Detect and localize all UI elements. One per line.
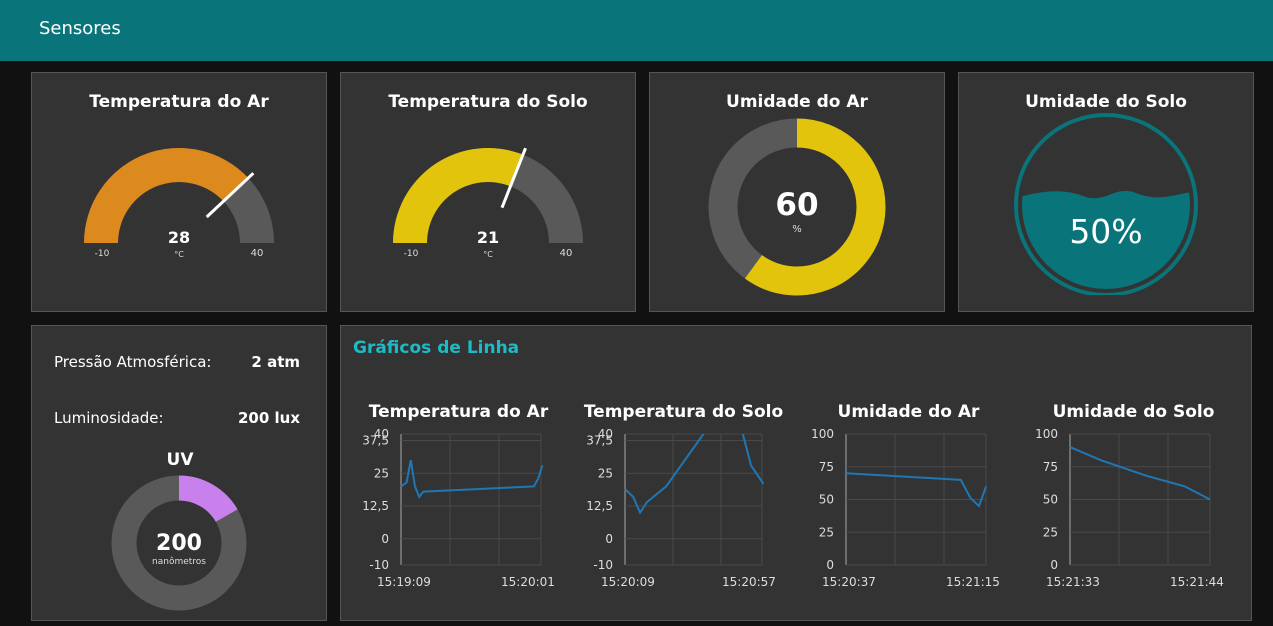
x-tick-label: 15:20:01 [501,575,555,589]
page-title: Sensores [39,18,121,39]
series-line [624,434,765,515]
series-line [1069,446,1211,501]
umidade-solo-card: Umidade do Solo 50% [958,72,1254,312]
y-tick-label: 0 [605,532,613,546]
temperatura-ar-title: Temperatura do Ar [89,92,269,112]
x-tick-label: 15:20:37 [822,575,876,589]
y-tick-label: -10 [369,558,389,572]
y-tick-label: 100 [811,427,834,441]
y-tick-label: 40 [598,427,613,441]
info-card: Pressão Atmosférica: 2 atm Luminosidade:… [31,325,327,621]
group-title: Gráficos de Linha [353,338,520,358]
gauge-value: 28 [168,228,190,247]
umidade-ar-title: Umidade do Ar [726,92,868,112]
y-tick-label: 25 [819,525,834,539]
temperatura-ar-card: Temperatura do Ar 28 °C -10 40 [31,72,327,312]
temperatura-solo-title: Temperatura do Solo [388,92,588,112]
uv-title: UV [166,450,194,470]
x-tick-label: 15:20:57 [722,575,776,589]
donut-value: 60 [775,187,818,223]
uv-value: 200 [156,531,202,556]
uv-unit: nanômetros [152,556,206,567]
uv-donut: 200 nanômetros [111,475,247,611]
x-tick-label: 15:19:09 [377,575,431,589]
y-tick-label: 25 [374,466,389,480]
gauge-min-label: -10 [95,249,110,259]
luminosidade-label: Luminosidade: [54,409,164,427]
y-tick-label: -10 [593,558,613,572]
series-line [845,472,987,508]
tank-value: 50% [1069,212,1142,251]
y-tick-label: 0 [826,558,834,572]
gauge-value: 21 [477,228,499,247]
y-tick-label: 0 [1050,558,1058,572]
donut-fill [708,118,886,296]
x-tick-label: 15:20:09 [601,575,655,589]
donut-unit: % [792,224,802,235]
y-tick-label: 25 [598,466,613,480]
tank-water [1022,191,1190,289]
gauge-unit: °C [174,250,184,259]
y-tick-label: 37,5 [586,434,613,448]
umidade-ar-donut: 60 % [708,118,886,296]
y-tick-label: 25 [1043,525,1058,539]
chart-title-umidade-solo: Umidade do Solo [1052,402,1215,422]
chart-title-temperatura-solo: Temperatura do Solo [583,402,784,422]
y-tick-label: 75 [819,460,834,474]
gauge-min-label: -10 [404,249,419,259]
temperatura-solo-gauge: 21 °C -10 40 [393,147,583,259]
line-charts-group: Gráficos de Linha Temperatura do Ar Temp… [340,325,1252,621]
y-tick-label: 37,5 [362,434,389,448]
y-tick-label: 50 [1043,493,1058,507]
pressao-value: 2 atm [251,353,300,371]
gauge-fill [393,147,523,243]
pressao-label: Pressão Atmosférica: [54,353,212,371]
temperatura-solo-card: Temperatura do Solo 21 °C -10 40 [340,72,636,312]
temperatura-ar-gauge: 28 °C -10 40 [84,147,274,259]
y-tick-label: 75 [1043,460,1058,474]
y-tick-label: 0 [381,532,389,546]
x-tick-label: 15:21:44 [1170,575,1224,589]
gauge-max-label: 40 [560,248,573,259]
series-line [400,460,544,499]
x-tick-label: 15:21:33 [1046,575,1100,589]
app-header: Sensores [0,0,1273,61]
y-tick-label: 40 [374,427,389,441]
y-tick-label: 100 [1035,427,1058,441]
y-tick-label: 50 [819,493,834,507]
gauge-unit: °C [483,250,493,259]
chart-title-temperatura-ar: Temperatura do Ar [368,402,549,422]
umidade-solo-title: Umidade do Solo [1025,92,1187,112]
gauge-needle [205,172,255,219]
umidade-solo-tank: 50% [959,113,1253,311]
luminosidade-value: 200 lux [237,409,300,427]
umidade-ar-card: Umidade do Ar 60 % [649,72,945,312]
gauge-max-label: 40 [251,248,264,259]
y-tick-label: 12,5 [586,499,613,513]
gauge-needle [500,147,527,209]
chart-title-umidade-ar: Umidade do Ar [837,402,980,422]
donut-fill [111,475,247,611]
x-tick-label: 15:21:15 [946,575,1000,589]
gauge-fill [84,148,249,243]
y-tick-label: 12,5 [362,499,389,513]
